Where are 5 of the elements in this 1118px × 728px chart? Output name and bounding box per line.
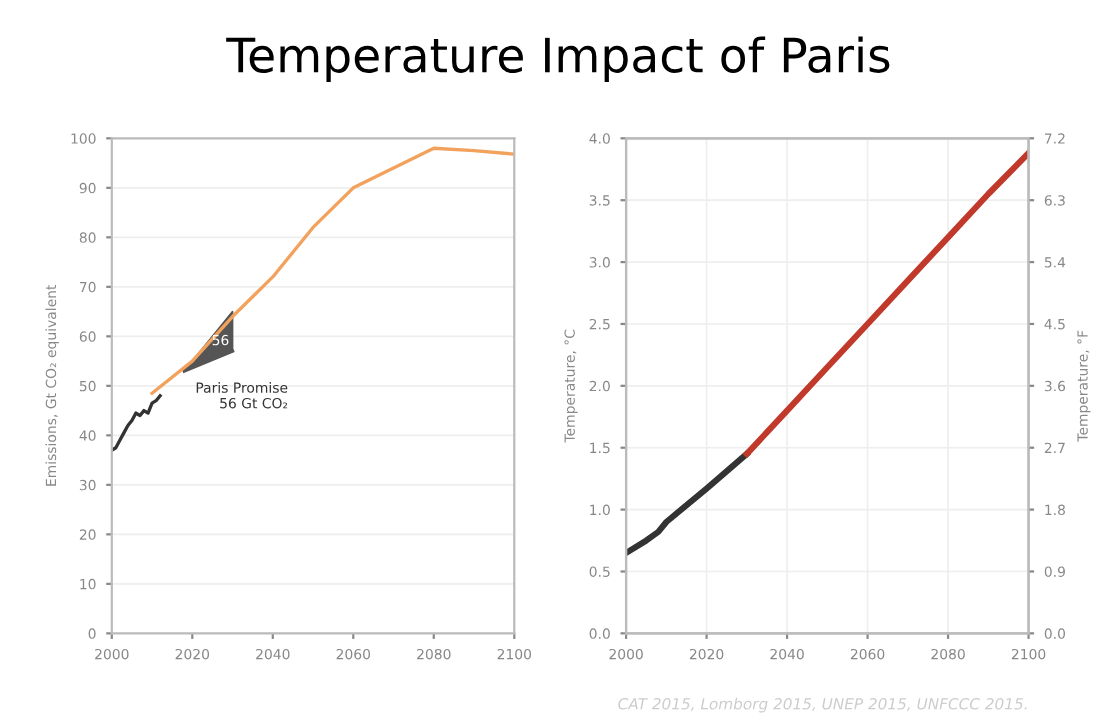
line-series [626,450,750,556]
line-series [150,146,515,395]
chart-title: Temperature Impact of Paris [226,36,890,83]
line-series [111,394,162,452]
line-series [743,150,1029,457]
